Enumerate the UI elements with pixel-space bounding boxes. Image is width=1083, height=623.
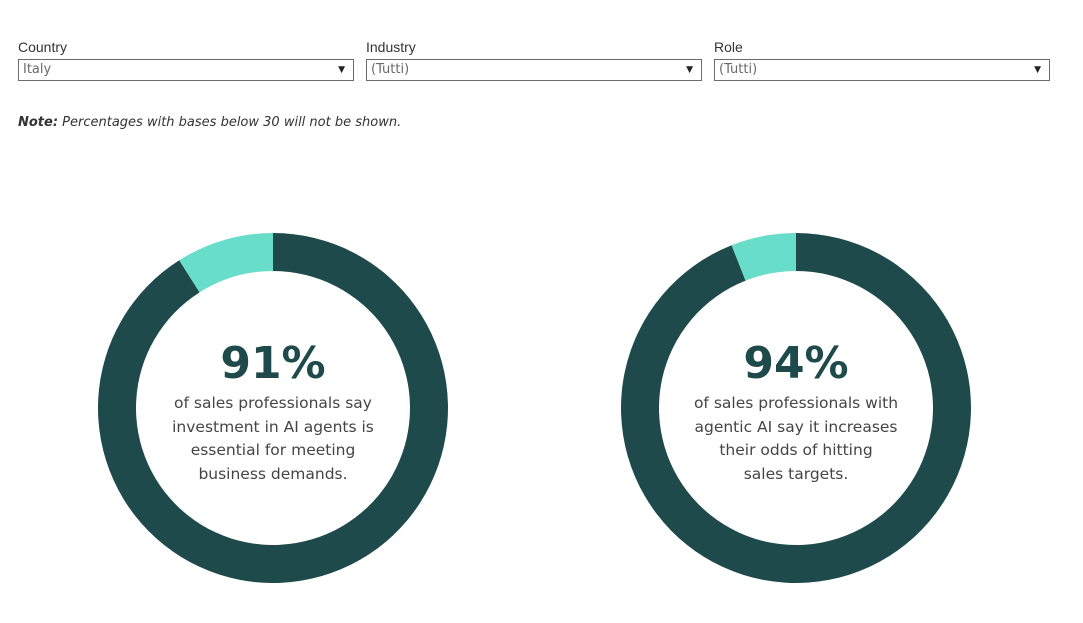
industry-select[interactable]: (Tutti) ▼	[366, 59, 702, 81]
donut-2-desc-line: agentic AI say it increases	[694, 417, 898, 436]
donut-2-slice-other	[731, 233, 796, 281]
chevron-down-icon[interactable]: ▼	[338, 65, 345, 75]
filter-country: Country Italy ▼	[18, 38, 354, 81]
industry-select-value: (Tutti)	[371, 62, 410, 77]
donut-2-desc-line: of sales professionals with	[693, 394, 899, 412]
donut-1-desc-line: essential for meeting	[190, 441, 356, 459]
donut-1-desc-line: investment in AI agents is	[172, 417, 374, 436]
filter-role-label: Role	[714, 39, 743, 55]
filter-industry-label: Industry	[366, 39, 416, 55]
donut-2-desc-line: their odds of hitting	[719, 441, 873, 459]
role-select-value: (Tutti)	[719, 62, 758, 77]
chevron-down-icon[interactable]: ▼	[686, 65, 693, 75]
footnote: Note: Percentages with bases below 30 wi…	[18, 115, 401, 130]
donut-1-label: 91% of sales professionals say investmen…	[153, 338, 393, 486]
donut-2-description: of sales professionals with agentic AI s…	[676, 392, 916, 486]
donut-1-desc-line: of sales professionals say	[174, 394, 372, 412]
donut-1-slice-other	[179, 233, 273, 293]
country-select-value: Italy	[23, 62, 52, 77]
role-select[interactable]: (Tutti) ▼	[714, 59, 1050, 81]
donut-1-description: of sales professionals say investment in…	[153, 392, 393, 486]
filter-industry: Industry (Tutti) ▼	[366, 38, 702, 81]
filter-role: Role (Tutti) ▼	[714, 38, 1050, 81]
donut-2-value: 94%	[743, 338, 849, 389]
chevron-down-icon[interactable]: ▼	[1034, 65, 1041, 75]
footnote-label: Note:	[18, 115, 59, 130]
donut-1-desc-line: business demands.	[198, 464, 348, 483]
filter-country-label: Country	[18, 39, 68, 55]
footnote-text: Percentages with bases below 30 will not…	[58, 115, 402, 130]
donut-2-desc-line: sales targets.	[743, 464, 849, 483]
donut-2-label: 94% of sales professionals with agentic …	[676, 338, 916, 486]
country-select[interactable]: Italy ▼	[18, 59, 354, 81]
donut-1-value: 91%	[220, 338, 326, 389]
